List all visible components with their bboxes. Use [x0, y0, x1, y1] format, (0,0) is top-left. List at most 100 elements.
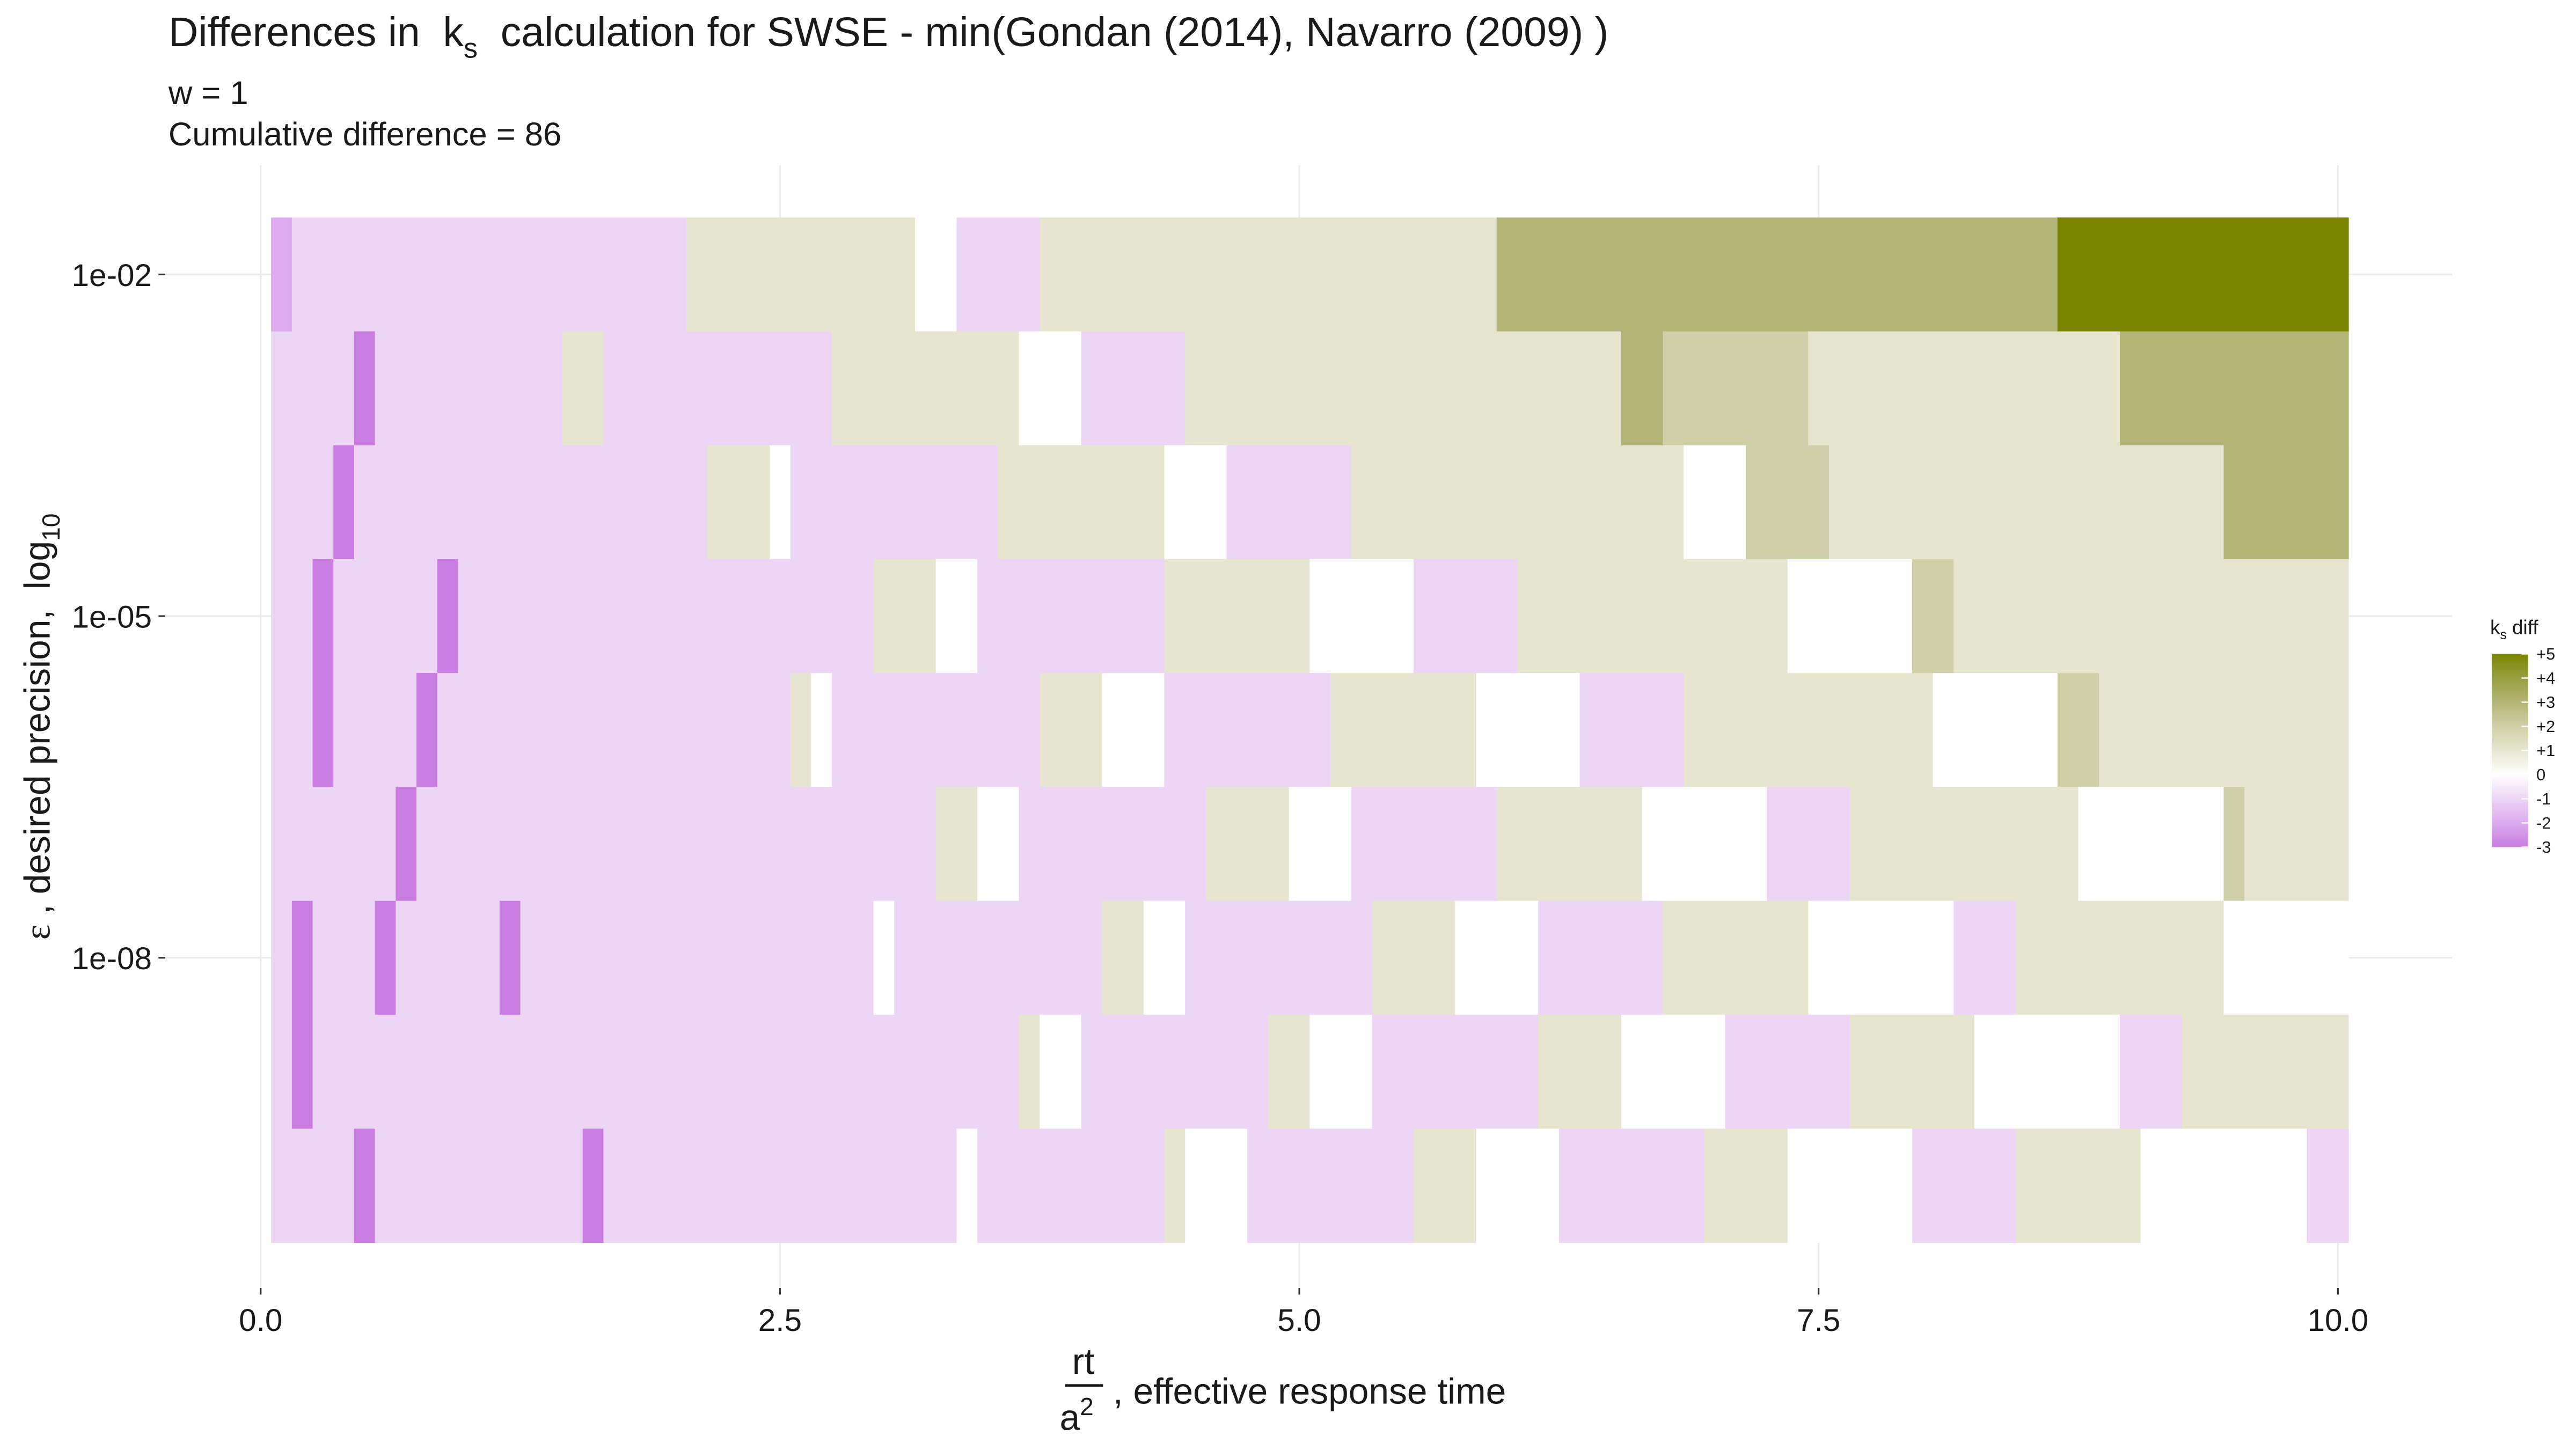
heatmap-cell: [1496, 787, 1643, 902]
heatmap-cell: [561, 331, 604, 446]
heatmap-cell: [291, 1014, 313, 1129]
heatmap-cell: [1040, 217, 1497, 332]
heatmap-cell: [977, 559, 1165, 674]
heatmap-cell: [790, 673, 812, 788]
heatmap-cell: [312, 901, 376, 1015]
x-tick-label: 5.0: [1277, 1303, 1321, 1338]
heatmap-cell: [271, 673, 313, 788]
heatmap-cell: [354, 1128, 376, 1243]
heatmap-cell: [1808, 901, 1955, 1015]
heatmap-cell: [312, 1014, 1020, 1129]
heatmap-cell: [1309, 1014, 1373, 1129]
heatmap-cell: [1538, 901, 1664, 1015]
title-subscript: s: [464, 33, 478, 64]
legend-tick-label: -1: [2536, 789, 2551, 808]
heatmap-cell: [956, 217, 1041, 332]
heatmap-cell: [2078, 787, 2224, 902]
heatmap-cell: [1538, 1014, 1622, 1129]
subtitle: w = 1: [168, 75, 248, 112]
x-label-denominator: a2: [1059, 1393, 1093, 1438]
heatmap-cell: [1040, 1014, 1082, 1129]
heatmap-cell: [1330, 673, 1476, 788]
heatmap-cell: [312, 559, 334, 674]
heatmap-cell: [1766, 787, 1850, 902]
heatmap-cell: [375, 901, 397, 1015]
heatmap-cell: [832, 673, 1041, 788]
heatmap-cell: [396, 787, 417, 902]
legend-tick-label: -3: [2536, 838, 2551, 857]
heatmap-cell: [1413, 559, 1518, 674]
heatmap-cell: [894, 901, 1103, 1015]
heatmap-cell: [1289, 787, 1352, 902]
heatmap-cell: [271, 331, 355, 446]
heatmap-cell: [2016, 901, 2224, 1015]
heatmap-cell: [333, 445, 355, 560]
heatmap-cell: [811, 673, 833, 788]
heatmap-cell: [1102, 901, 1144, 1015]
heatmap-cell: [1912, 1128, 2017, 1243]
legend-tick-label: +4: [2536, 669, 2555, 687]
heatmap-cell: [1621, 331, 1664, 446]
heatmap-cell: [1849, 1014, 1975, 1129]
heatmap-cell: [1829, 445, 2224, 560]
heatmap-cell: [1351, 787, 1497, 902]
heatmap-cell: [1746, 445, 1829, 560]
legend-tick-label: +2: [2536, 717, 2555, 736]
heatmap-cell: [1704, 1128, 1788, 1243]
heatmap-cell: [1953, 559, 2349, 674]
heatmap-cell: [790, 445, 999, 560]
heatmap-cell: [333, 673, 417, 788]
heatmap-cell: [998, 445, 1165, 560]
heatmap-cell: [1019, 1014, 1041, 1129]
legend-tick-label: +5: [2536, 645, 2555, 663]
y-label-part: , desired precision, log: [17, 541, 57, 925]
heatmap-cell: [2223, 787, 2245, 902]
x-tick-label: 10.0: [2307, 1303, 2368, 1338]
heatmap-cell: [832, 331, 1020, 446]
heatmap-cell: [333, 559, 438, 674]
heatmap-cell: [1185, 1128, 1248, 1243]
heatmap-cell: [1808, 331, 2120, 446]
heatmap-cell: [1247, 1128, 1414, 1243]
heatmap-cell: [1455, 901, 1539, 1015]
y-label-part: ε: [17, 925, 57, 940]
heatmap-cell: [1517, 559, 1788, 674]
heatmap-cell: [2119, 1014, 2183, 1129]
heatmap-cell: [1226, 445, 1352, 560]
heatmap-cell: [1164, 673, 1331, 788]
heatmap-cell: [2016, 1128, 2141, 1243]
heatmap-cell: [1787, 1128, 1913, 1243]
heatmap-cell: [375, 331, 562, 446]
title-part: calculation for SWSE - min(Gondan (2014)…: [478, 9, 1608, 55]
heatmap-cell: [271, 559, 313, 674]
heatmap-cell: [603, 331, 833, 446]
heatmap-cell: [1684, 673, 1934, 788]
heatmap-cell: [1413, 1128, 1476, 1243]
heatmap-cell: [458, 559, 874, 674]
heatmap-cell: [2244, 787, 2349, 902]
legend-tick-label: -2: [2536, 814, 2551, 832]
heatmap-cell: [1974, 1014, 2120, 1129]
legend-title-part: diff: [2507, 617, 2539, 639]
heatmap-cell: [2140, 1128, 2308, 1243]
heatmap-cell: [375, 1128, 583, 1243]
heatmap-cell: [935, 787, 978, 902]
heatmap-cell: [1143, 901, 1186, 1015]
heatmap-cell: [1185, 901, 1373, 1015]
x-axis-label: , effective response time: [1113, 1371, 1506, 1411]
heatmap-cell: [1684, 445, 1747, 560]
heatmap-cell: [1351, 445, 1685, 560]
heatmap-cell: [1102, 673, 1165, 788]
heatmap-cell: [354, 445, 708, 560]
heatmap-cell: [1579, 673, 1685, 788]
heatmap-cell: [707, 445, 770, 560]
heatmap-cell: [1372, 1014, 1539, 1129]
heatmap-cell: [416, 787, 936, 902]
heatmap-cell: [1372, 901, 1456, 1015]
x-label-exponent: 2: [1080, 1393, 1094, 1421]
heatmap-cell: [935, 559, 978, 674]
legend-tick-label: 0: [2536, 765, 2545, 784]
y-label-subscript: 10: [37, 514, 65, 541]
y-tick-label: 1e-05: [72, 600, 152, 635]
